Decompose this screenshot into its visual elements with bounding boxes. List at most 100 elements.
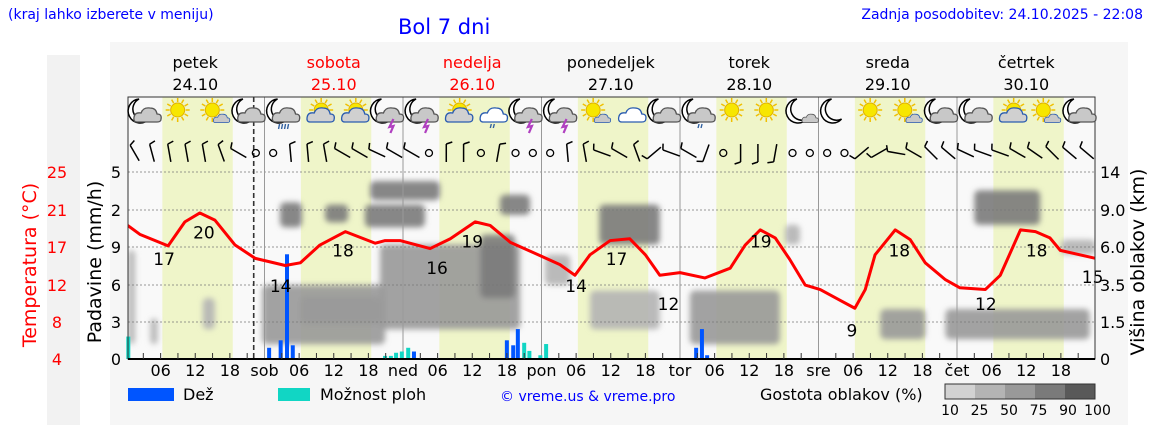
barb-feather <box>633 140 640 146</box>
sun-ray <box>218 103 224 107</box>
wind-barb-icon <box>767 144 778 164</box>
wind-barb-icon <box>166 140 174 162</box>
sun-ray <box>1032 103 1037 107</box>
day-short-label: čet <box>945 361 970 380</box>
cloud-shape <box>652 107 682 123</box>
x-tick-label: 06 <box>427 361 447 380</box>
sun-ray <box>720 103 726 107</box>
wind-calm-icon <box>805 148 814 158</box>
barb-feather <box>351 142 354 149</box>
barb-feather <box>734 161 741 165</box>
precip-bar-rain <box>699 329 704 359</box>
day-name: četrtek <box>998 53 1056 72</box>
sun-ray <box>1046 99 1050 104</box>
barb-shaft <box>230 147 247 159</box>
day-name: sobota <box>307 53 361 72</box>
sun-ray <box>911 103 916 107</box>
precip-bar-showers <box>394 352 399 359</box>
barb-feather <box>885 145 889 152</box>
wind-barb-icon <box>1026 141 1043 159</box>
wind-barb-icon <box>866 147 888 159</box>
x-tick-label: 06 <box>843 361 863 380</box>
temperature-tick: 4 <box>52 350 62 369</box>
barb-feather <box>696 160 703 163</box>
drizzle-drop <box>697 123 700 129</box>
barb-feather <box>403 142 406 149</box>
precipitation-axis-title: Padavine (mm/h) <box>84 181 106 344</box>
barb-feather <box>368 142 371 150</box>
cloud-shape <box>964 107 993 123</box>
sun-ray <box>735 116 739 121</box>
barb-feather <box>592 143 595 150</box>
sun-ray <box>582 103 587 107</box>
density-swatch <box>1065 384 1095 399</box>
cloud-area <box>499 194 530 215</box>
barb-shaft <box>1009 147 1026 159</box>
sun-ray <box>735 99 739 104</box>
drizzle-drop <box>492 123 495 129</box>
x-tick-label: 12 <box>878 361 898 380</box>
barb-feather <box>463 141 470 145</box>
sun-ray <box>1036 116 1040 121</box>
cloud-area <box>880 309 926 340</box>
last-update: Zadnja posodobitev: 24.10.2025 - 22:08 <box>861 7 1143 23</box>
precip-bar-showers <box>527 350 532 359</box>
sun-ray <box>345 103 350 107</box>
cloud-shape <box>801 113 819 123</box>
temperature-label: 12 <box>658 295 680 315</box>
precip-tick: 9 <box>111 238 121 257</box>
sun-ray <box>205 99 209 104</box>
sun-ray <box>859 113 864 117</box>
sun-ray <box>898 116 902 121</box>
day-date: 24.10 <box>172 75 218 94</box>
sun-ray <box>171 116 175 121</box>
cloud-area <box>202 297 215 330</box>
wind-barb-icon <box>662 143 681 157</box>
x-tick-label: 06 <box>704 361 724 380</box>
temperature-tick: 12 <box>47 276 67 295</box>
sun-disc <box>1035 102 1051 118</box>
sun-ray <box>324 99 328 104</box>
sun-disc <box>862 102 878 118</box>
region-hint[interactable]: (kraj lahko izberete v meniju) <box>8 7 214 23</box>
barb-feather <box>499 142 507 145</box>
barb-shaft <box>1027 147 1043 159</box>
cloud-height-tick: 14 <box>1100 163 1120 182</box>
sun-ray <box>1002 103 1008 107</box>
wind-barb-icon <box>333 142 351 159</box>
sun-ray <box>759 116 763 121</box>
sun-ray <box>596 99 600 104</box>
precip-tick: 5 <box>111 163 121 182</box>
precip-bar-showers <box>388 355 393 359</box>
credit-link[interactable]: © vreme.us & vreme.pro <box>500 389 675 405</box>
barb-feather <box>167 140 174 145</box>
precip-bar-showers <box>399 351 404 359</box>
sun-ray <box>599 103 604 107</box>
sun-icon <box>165 98 190 122</box>
sun-disc <box>204 102 220 118</box>
temperature-label: 18 <box>1026 241 1048 261</box>
moon-icon <box>819 98 843 124</box>
temperature-axis-title: Temperatura (°C) <box>19 183 41 348</box>
density-scale-frame <box>944 383 1096 400</box>
temperature-label: 17 <box>153 250 175 270</box>
sun-ray <box>448 103 454 107</box>
density-level-label: 50 <box>1000 403 1018 419</box>
sun-ray <box>769 116 773 121</box>
barb-shaft <box>368 148 386 158</box>
wind-barb-icon <box>680 142 697 159</box>
cloud-area <box>945 309 1090 340</box>
rain-drop <box>280 123 284 130</box>
wind-barb-icon <box>462 141 470 162</box>
barb-shaft <box>386 147 403 159</box>
wind-barb-icon <box>230 142 247 159</box>
temperature-tick: 17 <box>47 238 67 257</box>
cloud-shape <box>133 107 162 123</box>
barb-feather <box>306 140 314 145</box>
day-date: 25.10 <box>311 75 357 94</box>
cloud-area <box>599 204 660 245</box>
precip-bar-rain <box>278 340 283 359</box>
cloud-shape <box>340 107 370 123</box>
sun-ray <box>184 113 189 117</box>
